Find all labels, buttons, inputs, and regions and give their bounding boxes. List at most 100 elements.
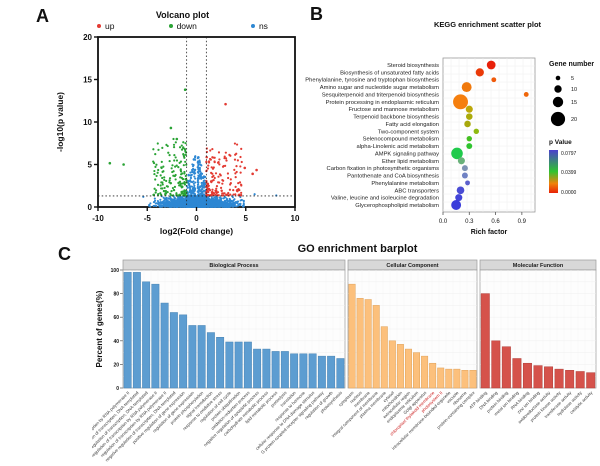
data-point [194, 155, 197, 158]
data-point [194, 193, 197, 196]
data-point [168, 154, 171, 157]
data-point [239, 171, 242, 174]
data-point [218, 202, 221, 205]
data-point [178, 193, 181, 196]
data-point [229, 178, 232, 181]
gene-number-size-icon [550, 111, 566, 127]
data-point [227, 176, 230, 180]
data-point [108, 161, 112, 165]
kegg-dot [451, 147, 463, 160]
go-bar [421, 355, 429, 389]
data-point [197, 189, 200, 192]
data-point [198, 174, 201, 177]
data-point [171, 199, 174, 203]
data-point [179, 160, 183, 163]
kegg-dot [466, 135, 472, 142]
data-point [233, 198, 236, 201]
pathway-label: Carbon fixation in photosynthetic organi… [327, 166, 440, 172]
data-point [168, 202, 171, 205]
data-point [177, 166, 180, 169]
data-point [239, 204, 242, 207]
go-bar [336, 358, 345, 389]
kegg-dot [457, 157, 465, 165]
data-point [211, 147, 214, 151]
go-bar [123, 272, 132, 389]
data-point [161, 183, 164, 186]
gene-number-size-icon [554, 85, 562, 93]
data-point [154, 153, 157, 156]
data-point [220, 189, 223, 192]
y-tick-label: 5 [88, 160, 93, 169]
go-bar [216, 337, 225, 389]
legend-label-up: up [105, 21, 115, 31]
data-point [223, 205, 226, 208]
panel-c-label: C [58, 244, 71, 264]
data-point [201, 199, 204, 202]
go-bar [356, 298, 364, 389]
data-point [152, 148, 155, 151]
data-point [216, 196, 219, 200]
go-bar [151, 283, 160, 389]
data-point [200, 172, 203, 175]
data-point [215, 187, 218, 190]
data-point [183, 192, 187, 195]
pvalue-tick-label: 0.0399 [561, 170, 577, 176]
data-point [224, 157, 228, 160]
data-point [212, 174, 215, 177]
kegg-dot [466, 113, 473, 120]
data-point [174, 141, 177, 144]
data-point [149, 202, 152, 205]
data-point [164, 192, 167, 195]
data-point [152, 193, 155, 196]
go-bar [225, 341, 234, 389]
kegg-dot [465, 180, 470, 186]
data-point [191, 181, 194, 184]
data-point [197, 181, 200, 184]
go-bar [396, 344, 404, 389]
data-point [194, 187, 197, 190]
data-point [184, 150, 187, 153]
legend-item-ns: ns [250, 21, 268, 31]
data-point [207, 201, 210, 204]
data-point [154, 165, 157, 169]
pathway-label: Glycerophospholipid metabolism [355, 203, 439, 209]
data-point [182, 141, 185, 144]
data-point [218, 204, 222, 207]
volcano-points [108, 88, 278, 208]
data-point [194, 181, 197, 184]
data-point [198, 168, 201, 171]
data-point [179, 169, 182, 172]
data-point [211, 188, 214, 191]
data-point [221, 165, 225, 168]
data-point [174, 178, 177, 181]
data-point [196, 160, 200, 163]
data-point [200, 164, 203, 167]
data-point [184, 153, 187, 156]
data-point [242, 200, 245, 203]
data-point [209, 204, 212, 207]
y-tick-label: 0 [88, 203, 93, 212]
data-point [189, 180, 192, 183]
y-tick-label: 100 [111, 268, 120, 274]
data-point [210, 201, 213, 204]
data-point [187, 203, 190, 207]
data-point [199, 205, 202, 208]
data-point [209, 149, 212, 152]
data-point [200, 185, 203, 188]
data-point [192, 158, 195, 161]
data-point [211, 204, 214, 207]
data-point [182, 164, 185, 167]
data-point [197, 183, 200, 186]
kegg-dot [465, 105, 473, 113]
kegg-dot [486, 60, 496, 70]
legend-item-down: down [168, 21, 197, 31]
data-point [204, 196, 207, 199]
data-point [169, 198, 173, 201]
data-point [239, 194, 243, 197]
data-point [161, 146, 164, 149]
go-bar [348, 283, 356, 389]
data-point [196, 157, 199, 160]
data-point [184, 160, 187, 163]
data-point [197, 191, 200, 194]
